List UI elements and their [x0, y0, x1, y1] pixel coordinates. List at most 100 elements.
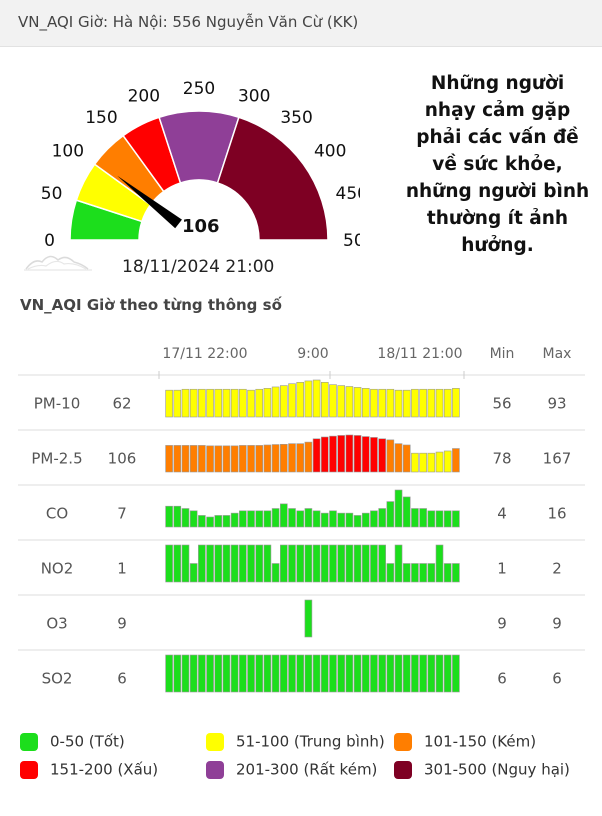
- param-bar: [222, 515, 231, 528]
- param-bar: [181, 508, 190, 528]
- param-bar: [296, 510, 305, 528]
- param-bar: [239, 388, 247, 418]
- aqi-gauge: 050100150200250300350400450500: [24, 79, 360, 271]
- param-bar: [239, 544, 247, 583]
- param-bar: [247, 544, 255, 583]
- param-name: PM-2.5: [31, 450, 82, 468]
- param-name: PM-10: [34, 395, 81, 413]
- param-bar: [206, 388, 214, 418]
- param-bar: [353, 515, 362, 528]
- param-bar: [370, 437, 378, 473]
- param-bar: [419, 388, 427, 418]
- param-bar: [345, 434, 354, 473]
- param-bar: [337, 435, 345, 473]
- param-bar: [165, 544, 173, 583]
- param-bar: [427, 510, 436, 528]
- param-bar: [181, 388, 190, 418]
- param-name: O3: [46, 615, 67, 633]
- param-bar: [304, 544, 313, 583]
- param-bar: [263, 654, 272, 693]
- param-min: 56: [492, 395, 511, 413]
- param-bar: [173, 505, 182, 528]
- param-bar: [452, 563, 460, 583]
- param-bar: [427, 388, 436, 418]
- param-bar: [206, 654, 214, 693]
- param-bar: [230, 445, 239, 473]
- param-bar: [361, 388, 370, 418]
- param-bar: [280, 503, 288, 528]
- gauge-needle: [117, 175, 182, 229]
- param-bar: [198, 445, 206, 473]
- gauge-tick-label: 300: [238, 86, 270, 106]
- param-bar: [386, 563, 395, 583]
- param-bar: [452, 448, 460, 473]
- param-bar: [263, 544, 272, 583]
- param-bar: [206, 544, 214, 583]
- gauge-band: [216, 116, 329, 241]
- param-bar: [271, 563, 280, 583]
- gauge-tick-label: 100: [52, 142, 84, 162]
- param-bar: [361, 436, 370, 473]
- param-bar: [378, 508, 386, 528]
- param-min: 78: [492, 450, 511, 468]
- param-bar: [312, 510, 321, 528]
- param-bar: [222, 544, 231, 583]
- param-bar: [181, 654, 190, 693]
- param-bar: [239, 654, 247, 693]
- param-bar: [189, 563, 198, 583]
- param-bar: [173, 445, 182, 473]
- gauge-tick-label: 500: [343, 231, 360, 251]
- param-bar: [361, 512, 370, 528]
- param-min: 6: [497, 670, 507, 688]
- param-bar: [427, 654, 436, 693]
- param-bar: [247, 389, 255, 418]
- param-bar: [345, 544, 354, 583]
- param-bar: [435, 510, 444, 528]
- parameter-bar-table: 17/11 22:00 9:00 18/11 21:00 Min Max PM-…: [18, 346, 585, 693]
- param-bar: [320, 382, 329, 418]
- legend-item: 201-300 (Rất kém): [206, 760, 377, 779]
- legend-swatch: [394, 732, 412, 751]
- param-bar: [239, 445, 247, 473]
- param-bar: [255, 388, 264, 418]
- station-title: VN_AQI Giờ: Hà Nội: 556 Nguyễn Văn Cừ (K…: [18, 13, 359, 31]
- param-bar: [255, 510, 264, 528]
- gauge-tick-label: 150: [85, 108, 117, 128]
- param-bar: [337, 654, 345, 693]
- param-bar: [353, 435, 362, 473]
- param-bar: [394, 544, 403, 583]
- param-bar: [411, 452, 419, 473]
- param-bar: [345, 386, 354, 418]
- col-min-header: Min: [490, 346, 515, 362]
- param-bar: [386, 388, 395, 418]
- param-bar: [296, 382, 305, 418]
- param-bar: [296, 654, 305, 693]
- param-bar: [329, 435, 337, 473]
- legend-item: 301-500 (Nguy hại): [394, 760, 570, 779]
- param-bar: [419, 452, 427, 473]
- param-bar: [165, 505, 173, 528]
- param-bar: [247, 510, 255, 528]
- param-bar: [214, 515, 223, 528]
- param-bar: [443, 510, 452, 528]
- gauge-tick-label: 450: [336, 184, 360, 204]
- param-bar: [165, 389, 173, 418]
- param-bar: [394, 489, 403, 528]
- param-bar: [402, 444, 411, 473]
- header-bar: VN_AQI Giờ: Hà Nội: 556 Nguyễn Văn Cừ (K…: [0, 0, 602, 47]
- param-bar: [378, 438, 386, 473]
- param-name: CO: [46, 505, 68, 523]
- legend-label: 301-500 (Nguy hại): [424, 760, 570, 779]
- param-bar: [296, 544, 305, 583]
- param-min: 1: [497, 560, 507, 578]
- param-bar: [329, 654, 337, 693]
- param-max: 167: [543, 450, 572, 468]
- time-label-mid: 9:00: [297, 346, 328, 362]
- param-bar: [222, 654, 231, 693]
- legend-label: 0-50 (Tốt): [50, 732, 125, 751]
- time-label-end: 18/11 21:00: [377, 346, 462, 362]
- param-bar: [189, 445, 198, 473]
- param-current: 6: [117, 670, 127, 688]
- param-bar: [386, 439, 395, 473]
- param-name: SO2: [42, 670, 73, 688]
